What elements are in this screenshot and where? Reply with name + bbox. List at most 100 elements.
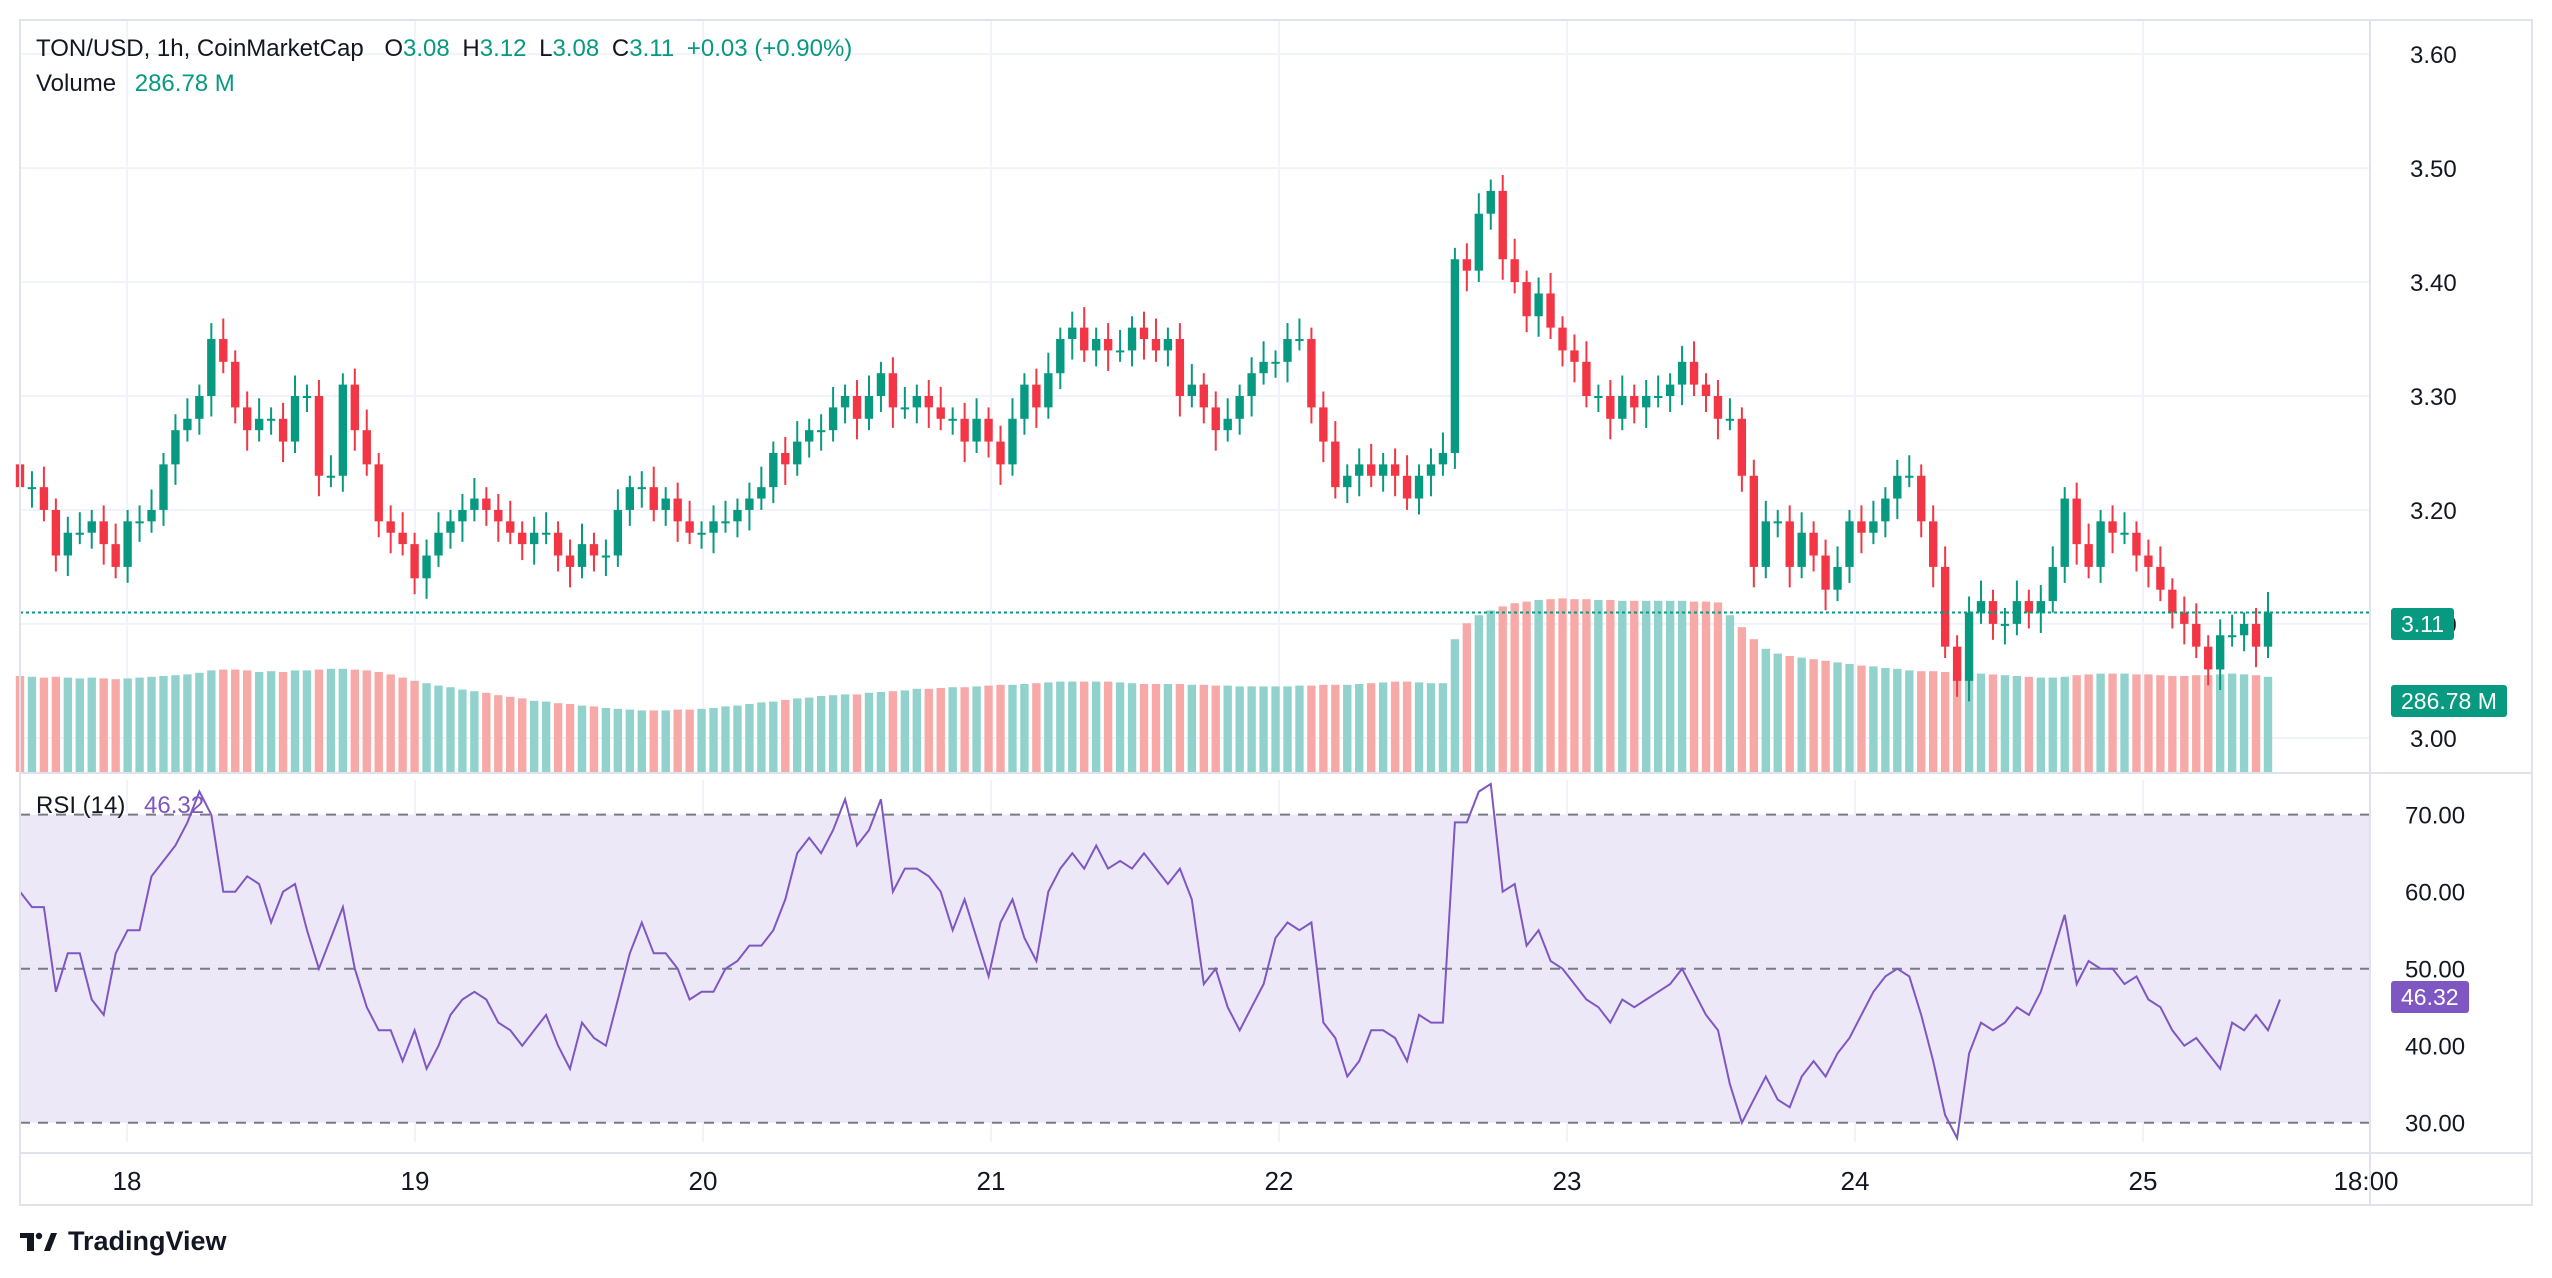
candle-body — [1630, 396, 1639, 408]
volume-bar — [601, 708, 611, 772]
rsi-legend: RSI (14) 46.32 — [36, 792, 210, 820]
candle-body — [2132, 532, 2141, 556]
candle-body — [960, 418, 969, 442]
candle-body — [1271, 361, 1280, 364]
candle — [1498, 174, 1507, 280]
candle — [1091, 327, 1101, 367]
candle-body — [2144, 555, 2153, 567]
candle — [1402, 455, 1412, 510]
volume-bar — [1331, 684, 1340, 772]
candle-body — [1319, 407, 1328, 442]
volume-bar — [1199, 684, 1208, 772]
candle — [745, 482, 754, 531]
candle-body — [1068, 327, 1077, 340]
volume-bar — [111, 679, 120, 772]
candle-body — [183, 418, 192, 431]
volume-bar — [1988, 674, 1998, 772]
candle — [2084, 523, 2093, 579]
rsi-value: 46.32 — [144, 792, 205, 819]
time-tick-label: 24 — [1841, 1166, 1870, 1196]
candle — [2132, 521, 2141, 572]
candle-body — [1893, 475, 1902, 499]
tradingview-logo[interactable]: TradingView — [20, 1226, 227, 1257]
candle — [87, 509, 96, 549]
candle-body — [1438, 452, 1448, 465]
candle-body — [1917, 475, 1926, 522]
candle-body — [1905, 475, 1914, 478]
candle-body — [1378, 464, 1388, 476]
candle — [1558, 316, 1567, 367]
volume-bar — [685, 709, 694, 772]
volume-bar — [1319, 684, 1328, 772]
symbol-title[interactable]: TON/USD, 1h, CoinMarketCap — [36, 35, 364, 62]
volume-bar — [446, 687, 455, 772]
candle-body — [529, 532, 539, 545]
candle-body — [1642, 396, 1651, 408]
volume-bar — [1235, 686, 1244, 772]
volume-bar — [398, 677, 407, 772]
candle-body — [111, 544, 120, 567]
candle-body — [1809, 532, 1818, 556]
candle — [1462, 243, 1472, 292]
candle — [183, 398, 192, 442]
candle — [960, 402, 969, 463]
candle-body — [422, 555, 431, 579]
volume-bar — [757, 702, 766, 772]
candle — [541, 512, 551, 545]
volume-bar — [1630, 600, 1639, 772]
candle-body — [673, 498, 682, 522]
volume-bar — [1068, 681, 1077, 772]
volume-bar — [2204, 675, 2213, 772]
candle-body — [1103, 339, 1113, 351]
volume-bar — [1080, 681, 1089, 772]
candle-body — [123, 521, 132, 567]
candle — [733, 498, 742, 538]
volume-bar — [1223, 685, 1232, 772]
candle — [613, 489, 623, 567]
candle-body — [1773, 521, 1782, 524]
candle — [529, 516, 539, 565]
volume-bar — [1187, 684, 1197, 772]
candle-body — [1343, 475, 1352, 488]
candle-body — [39, 487, 49, 510]
volume-bar — [1139, 684, 1149, 772]
candle-body — [1689, 361, 1699, 385]
volume-bar — [1259, 686, 1268, 772]
volume-bar — [2060, 676, 2069, 772]
volume-bar — [494, 695, 503, 772]
candle — [1534, 277, 1543, 337]
volume-bar — [2192, 675, 2201, 772]
volume-bar — [1952, 672, 1962, 772]
volume-bar — [1115, 682, 1125, 772]
volume-bar — [458, 689, 467, 772]
candle — [1115, 329, 1125, 362]
candle — [135, 505, 144, 542]
candle-body — [1725, 418, 1735, 421]
candle — [948, 407, 957, 435]
volume-bar — [1486, 610, 1495, 772]
volume-bar — [2227, 673, 2237, 772]
volume-bar — [1761, 648, 1770, 772]
volume-bar — [1008, 684, 1017, 772]
candle — [697, 521, 706, 549]
candle — [362, 409, 371, 476]
rsi-axis: 70.00 60.00 50.00 40.00 30.00 — [2405, 803, 2465, 1138]
volume-label[interactable]: Volume — [36, 70, 117, 97]
candle-body — [278, 418, 288, 442]
volume-bar — [1917, 671, 1926, 772]
rsi-label[interactable]: RSI (14) — [36, 792, 126, 819]
candle-body — [1869, 521, 1878, 533]
candle-body — [1283, 339, 1292, 362]
candle-body — [75, 532, 84, 535]
candle-body — [1749, 475, 1759, 567]
volume-bar — [1582, 599, 1591, 772]
candle — [63, 516, 73, 577]
volume-bar — [1390, 681, 1400, 772]
candle — [1665, 373, 1675, 412]
candle-body — [470, 498, 479, 510]
volume-bar — [2024, 676, 2034, 772]
candle-body — [1056, 339, 1065, 374]
candle-body — [338, 384, 348, 476]
candle-body — [685, 521, 694, 533]
